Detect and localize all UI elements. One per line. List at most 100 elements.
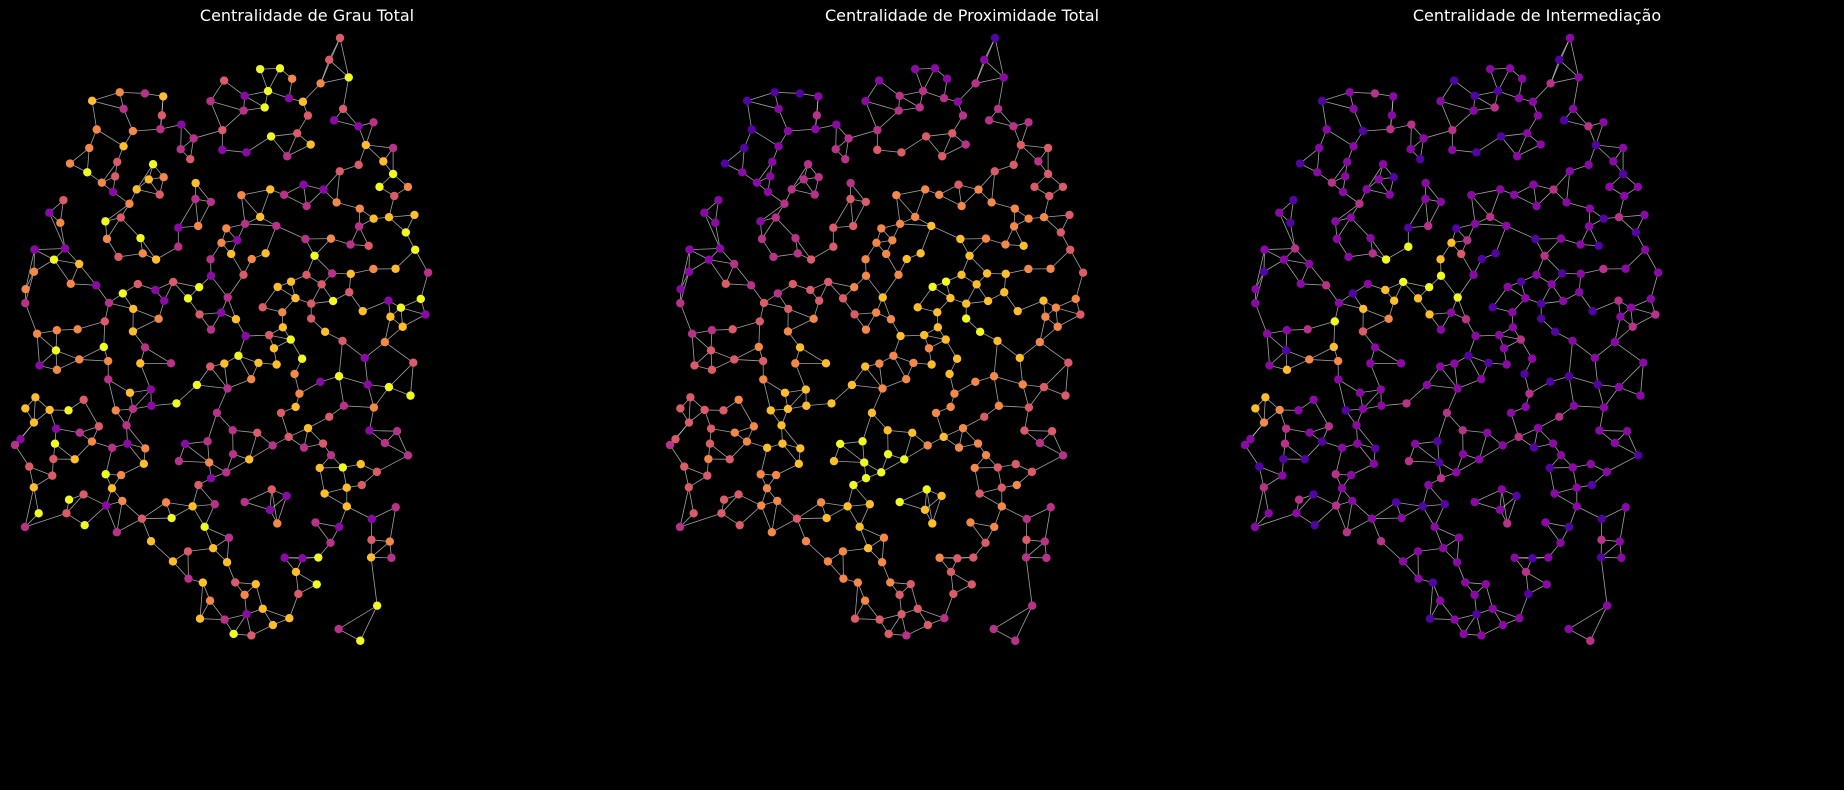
intersection-node — [1452, 558, 1462, 567]
street-edge — [25, 249, 35, 290]
intersection-node — [320, 327, 330, 336]
intersection-node — [1259, 483, 1268, 492]
street-edge — [223, 80, 245, 97]
intersection-node — [115, 88, 124, 97]
intersection-node — [1435, 458, 1444, 467]
street-edge — [240, 195, 246, 224]
intersection-node — [29, 267, 39, 276]
intersection-node — [286, 277, 296, 286]
intersection-node — [64, 495, 74, 504]
intersection-node — [194, 283, 204, 292]
intersection-node — [1587, 480, 1597, 490]
intersection-node — [218, 125, 227, 135]
intersection-node — [1259, 418, 1269, 427]
street-edge — [900, 223, 932, 227]
intersection-node — [1508, 323, 1518, 332]
intersection-node — [104, 298, 114, 308]
panel-title: Centralidade de Intermediação — [1412, 6, 1662, 25]
intersection-node — [946, 567, 956, 577]
street-edge — [1335, 447, 1343, 475]
intersection-node — [1262, 329, 1272, 338]
intersection-node — [832, 120, 841, 129]
street-edge — [1362, 318, 1389, 332]
street-edge — [688, 397, 691, 423]
street-edge — [1031, 455, 1064, 473]
intersection-node — [1337, 443, 1347, 453]
intersection-node — [261, 249, 270, 258]
intersection-node — [835, 439, 845, 449]
intersection-node — [1280, 439, 1290, 448]
intersection-node — [66, 279, 75, 288]
street-edge — [1426, 384, 1458, 389]
intersection-node — [1502, 221, 1511, 231]
intersection-node — [1516, 335, 1525, 344]
street-edge — [101, 161, 118, 183]
intersection-node — [945, 369, 954, 379]
street-edge — [364, 341, 386, 359]
street-edge — [896, 194, 916, 218]
street-edge — [1566, 171, 1571, 203]
intersection-node — [247, 374, 256, 384]
intersection-node — [52, 326, 62, 335]
intersection-node — [80, 520, 89, 530]
intersection-node — [194, 480, 203, 490]
intersection-node — [1499, 344, 1509, 353]
intersection-node — [829, 456, 839, 466]
intersection-node — [1475, 455, 1484, 464]
intersection-node — [112, 528, 122, 537]
intersection-node — [1562, 198, 1571, 207]
street-edge — [1264, 248, 1296, 251]
intersection-node — [83, 168, 92, 177]
intersection-node — [948, 129, 957, 138]
intersection-node — [974, 185, 983, 194]
street-edge — [105, 203, 130, 222]
street-edge — [1403, 281, 1430, 288]
intersection-node — [1565, 167, 1574, 176]
intersection-node — [1555, 412, 1564, 422]
street-edge — [108, 379, 131, 394]
intersection-node — [1389, 173, 1398, 182]
intersection-node — [222, 468, 231, 477]
intersection-node — [129, 304, 138, 314]
street-edge — [993, 375, 1023, 385]
intersection-node — [1024, 214, 1033, 223]
intersection-node — [1358, 126, 1368, 136]
intersection-node — [1021, 553, 1031, 562]
intersection-node — [1324, 422, 1334, 431]
intersection-node — [1009, 122, 1018, 131]
street-edge — [384, 442, 409, 456]
intersection-node — [686, 393, 695, 402]
intersection-node — [1304, 259, 1314, 269]
street-edge — [1452, 110, 1474, 131]
intersection-node — [971, 79, 980, 88]
street-edge — [751, 129, 779, 147]
intersection-node — [242, 148, 251, 157]
intersection-node — [1605, 182, 1614, 192]
street-edge — [1532, 83, 1551, 103]
street-edge — [338, 375, 368, 385]
panel-betweenness: Centralidade de Intermediação — [1230, 0, 1844, 790]
street-edge — [942, 144, 966, 157]
intersection-node — [1496, 132, 1506, 141]
intersection-node — [676, 284, 685, 294]
intersection-node — [299, 443, 309, 452]
intersection-node — [878, 384, 887, 393]
street-edge — [787, 389, 807, 410]
intersection-node — [114, 252, 123, 262]
intersection-node — [1568, 463, 1578, 472]
intersection-node — [928, 282, 937, 292]
street-edge — [370, 557, 378, 606]
intersection-node — [228, 449, 238, 459]
intersection-node — [328, 296, 338, 306]
intersection-node — [780, 388, 790, 397]
intersection-node — [1406, 145, 1415, 154]
intersection-node — [921, 132, 931, 141]
intersection-node — [1058, 451, 1068, 460]
intersection-node — [684, 418, 694, 427]
street-edge — [24, 512, 67, 528]
intersection-node — [1483, 428, 1492, 437]
street-edge — [1589, 605, 1608, 641]
intersection-node — [302, 270, 311, 280]
intersection-node — [346, 269, 355, 279]
intersection-node — [1621, 264, 1630, 273]
